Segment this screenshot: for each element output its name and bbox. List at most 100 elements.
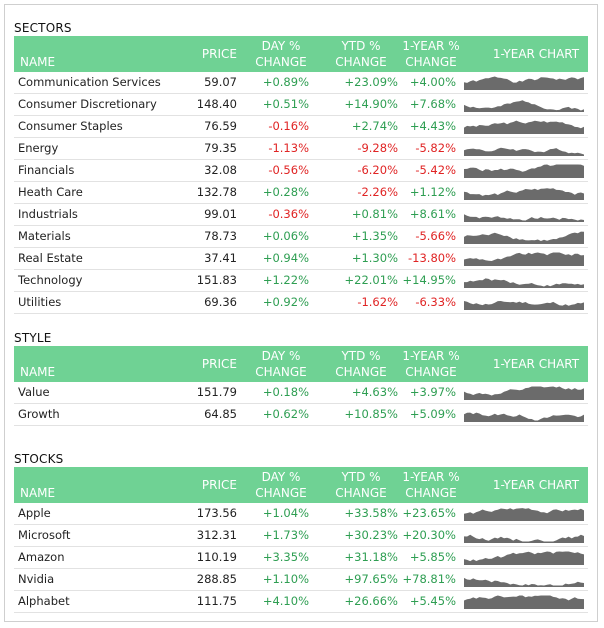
row-day-change: +1.10% [262, 572, 309, 586]
sparkline-chart [464, 252, 584, 266]
row-day-change: +3.35% [262, 550, 309, 564]
table-row[interactable]: Alphabet 111.75 +4.10% +26.66% +5.45% [14, 591, 588, 613]
row-price: 148.40 [196, 97, 237, 111]
header-ytd-change: YTD % CHANGE [335, 470, 387, 500]
row-name: Apple [18, 506, 51, 520]
header-1yr-change: 1-YEAR % CHANGE [402, 470, 460, 500]
row-name: Financials [18, 163, 75, 177]
row-ytd-change: +23.09% [344, 75, 399, 89]
row-name: Alphabet [18, 594, 70, 608]
section-title: STOCKS [14, 452, 64, 466]
table-row[interactable]: Communication Services 59.07 +0.89% +23.09%… [14, 72, 588, 94]
sparkline-chart [464, 231, 584, 244]
row-day-change: +4.10% [262, 594, 309, 608]
table-row[interactable]: Technology 151.83 +1.22% +22.01% +14.95% [14, 270, 588, 292]
row-1yr-change: -6.33% [415, 295, 456, 309]
section-title: STYLE [14, 331, 52, 345]
row-name: Materials [18, 229, 71, 243]
header-price: PRICE [201, 357, 237, 371]
row-ytd-change: -1.62% [357, 295, 398, 309]
row-day-change: +0.28% [262, 185, 309, 199]
row-name: Microsoft [18, 528, 71, 542]
row-1yr-change: +23.65% [402, 506, 457, 520]
table-row[interactable]: Consumer Staples 76.59 -0.16% +2.74% +4.43% [14, 116, 588, 138]
header-chart: 1-YEAR CHART [492, 357, 580, 371]
table-header: NAME PRICE DAY % CHANGE YTD % CHANGE 1-YEAR % C… [14, 36, 588, 72]
sparkline-chart [464, 508, 584, 521]
table-row[interactable]: Consumer Discretionary 148.40 +0.51% +14.90… [14, 94, 588, 116]
row-1yr-change: -5.82% [415, 141, 456, 155]
sparkline-chart [464, 120, 584, 134]
row-name: Technology [18, 273, 83, 287]
table-row[interactable]: Energy 79.35 -1.13% -9.28% -5.82% [14, 138, 588, 160]
table-row[interactable]: Microsoft 312.31 +1.73% +30.23% +20.30% [14, 525, 588, 547]
row-1yr-change: +78.81% [402, 572, 457, 586]
row-name: Communication Services [18, 75, 161, 89]
row-name: Value [18, 385, 50, 399]
row-1yr-change: +4.43% [409, 119, 456, 133]
row-ytd-change: +0.81% [351, 207, 398, 221]
row-price: 111.75 [196, 594, 237, 608]
row-ytd-change: +26.66% [344, 594, 399, 608]
row-day-change: +0.51% [262, 97, 309, 111]
sparkline-chart [464, 188, 584, 200]
sparkline-chart [464, 278, 584, 288]
row-price: 173.56 [196, 506, 237, 520]
row-1yr-change: +5.85% [409, 550, 456, 564]
stocks-section: STOCKS NAME PRICE DAY % CHANGE YTD % CHANGE 1-Y… [14, 451, 588, 613]
sparkline-chart [464, 76, 584, 90]
sectors-section: SECTORS NAME PRICE DAY % CHANGE YTD % CHANGE 1-… [14, 20, 588, 314]
table-row[interactable]: Apple 173.56 +1.04% +33.58% +23.65% [14, 503, 588, 525]
table-row[interactable]: Financials 32.08 -0.56% -6.20% -5.42% [14, 160, 588, 182]
sparkline-chart [464, 100, 584, 112]
row-price: 76.59 [204, 119, 237, 133]
row-1yr-change: +5.45% [409, 594, 456, 608]
header-price: PRICE [201, 478, 237, 492]
row-price: 37.41 [204, 251, 237, 265]
section-title: SECTORS [14, 21, 72, 35]
table-row[interactable]: Growth 64.85 +0.62% +10.85% +5.09% [14, 404, 588, 426]
table-row[interactable]: Real Estate 37.41 +0.94% +1.30% -13.80% [14, 248, 588, 270]
table-row[interactable]: Nvidia 288.85 +1.10% +97.65% +78.81% [14, 569, 588, 591]
row-price: 151.79 [196, 385, 237, 399]
table-row[interactable]: Amazon 110.19 +3.35% +31.18% +5.85% [14, 547, 588, 569]
row-1yr-change: +4.00% [409, 75, 456, 89]
row-price: 99.01 [204, 207, 237, 221]
table-row[interactable]: Heath Care 132.78 +0.28% -2.26% +1.12% [14, 182, 588, 204]
row-ytd-change: -6.20% [357, 163, 398, 177]
row-1yr-change: -5.42% [415, 163, 456, 177]
table-header: NAME PRICE DAY % CHANGE YTD % CHANGE 1-YEAR % C… [14, 346, 588, 382]
header-1yr-change: 1-YEAR % CHANGE [402, 39, 460, 69]
style-section: STYLE NAME PRICE DAY % CHANGE YTD % CHANGE 1-YE… [14, 330, 588, 426]
row-price: 151.83 [196, 273, 237, 287]
table-row[interactable]: Utilities 69.36 +0.92% -1.62% -6.33% [14, 292, 588, 314]
row-1yr-change: +20.30% [402, 528, 457, 542]
sparkline-chart [464, 301, 584, 310]
row-name: Utilities [18, 295, 62, 309]
header-chart: 1-YEAR CHART [492, 478, 580, 492]
row-ytd-change: -9.28% [357, 141, 398, 155]
row-1yr-change: -13.80% [408, 251, 456, 265]
row-day-change: +0.62% [262, 407, 309, 421]
header-chart: 1-YEAR CHART [492, 47, 580, 61]
row-name: Heath Care [18, 185, 83, 199]
sparkline-chart [464, 147, 584, 156]
row-name: Industrials [18, 207, 78, 221]
row-day-change: +1.04% [262, 506, 309, 520]
header-name: NAME [20, 55, 56, 69]
row-price: 64.85 [204, 407, 237, 421]
row-1yr-change: +3.97% [409, 385, 456, 399]
row-1yr-change: -5.66% [415, 229, 456, 243]
row-day-change: -1.13% [268, 141, 309, 155]
header-ytd-change: YTD % CHANGE [335, 349, 387, 379]
market-panel [4, 4, 598, 622]
table-row[interactable]: Industrials 99.01 -0.36% +0.81% +8.61% [14, 204, 588, 226]
row-ytd-change: +10.85% [344, 407, 399, 421]
table-row[interactable]: Value 151.79 +0.18% +4.63% +3.97% [14, 382, 588, 404]
sparkline-chart [464, 534, 584, 543]
table-row[interactable]: Materials 78.73 +0.06% +1.35% -5.66% [14, 226, 588, 248]
sparkline-chart [464, 412, 584, 422]
row-price: 59.07 [204, 75, 237, 89]
row-price: 288.85 [196, 572, 237, 586]
sparkline-chart [464, 386, 584, 400]
